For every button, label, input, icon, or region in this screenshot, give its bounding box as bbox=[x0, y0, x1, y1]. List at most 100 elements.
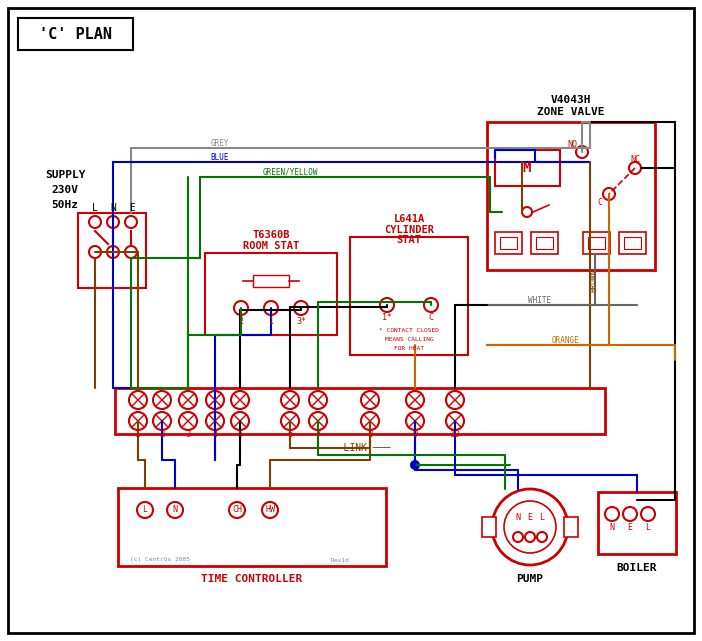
Text: BLUE: BLUE bbox=[211, 153, 230, 162]
Text: 2: 2 bbox=[239, 317, 244, 326]
Text: 1*: 1* bbox=[382, 313, 392, 322]
Text: N: N bbox=[173, 506, 178, 515]
Circle shape bbox=[406, 412, 424, 430]
Circle shape bbox=[525, 532, 535, 542]
Circle shape bbox=[411, 461, 419, 469]
Text: GREY: GREY bbox=[211, 138, 230, 147]
Text: WHITE: WHITE bbox=[529, 296, 552, 304]
Text: 8: 8 bbox=[367, 429, 373, 438]
Text: N: N bbox=[110, 203, 116, 213]
Circle shape bbox=[234, 301, 248, 315]
Circle shape bbox=[262, 502, 278, 518]
Circle shape bbox=[153, 412, 171, 430]
Circle shape bbox=[229, 502, 245, 518]
Text: 1: 1 bbox=[135, 429, 140, 438]
Circle shape bbox=[206, 412, 224, 430]
Bar bbox=[619, 232, 646, 254]
Text: L: L bbox=[540, 513, 545, 522]
Text: N: N bbox=[609, 524, 614, 533]
Text: MEANS CALLING: MEANS CALLING bbox=[385, 337, 433, 342]
Text: L: L bbox=[646, 524, 651, 533]
Circle shape bbox=[605, 507, 619, 521]
Circle shape bbox=[179, 391, 197, 409]
Bar bbox=[495, 150, 560, 186]
Circle shape bbox=[89, 216, 101, 228]
Circle shape bbox=[309, 391, 327, 409]
Text: CYLINDER: CYLINDER bbox=[384, 225, 434, 235]
Text: 'C' PLAN: 'C' PLAN bbox=[39, 26, 112, 42]
Circle shape bbox=[281, 412, 299, 430]
Text: 9: 9 bbox=[412, 429, 418, 438]
Circle shape bbox=[446, 391, 464, 409]
Bar bbox=[536, 237, 553, 249]
Text: 10: 10 bbox=[449, 429, 461, 438]
Text: 2: 2 bbox=[159, 429, 165, 438]
Circle shape bbox=[361, 412, 379, 430]
Bar bbox=[487, 122, 655, 270]
Bar bbox=[253, 275, 289, 287]
Circle shape bbox=[125, 246, 137, 258]
Text: 7: 7 bbox=[315, 429, 321, 438]
Circle shape bbox=[380, 298, 394, 312]
Text: 4: 4 bbox=[212, 429, 218, 438]
Bar bbox=[18, 18, 133, 50]
Circle shape bbox=[576, 146, 588, 158]
Bar bbox=[500, 237, 517, 249]
Bar bbox=[588, 237, 605, 249]
Text: T6360B: T6360B bbox=[252, 230, 290, 240]
Circle shape bbox=[153, 391, 171, 409]
Circle shape bbox=[129, 412, 147, 430]
Circle shape bbox=[629, 162, 641, 174]
Bar bbox=[531, 232, 558, 254]
Circle shape bbox=[309, 412, 327, 430]
Text: ─── LINK ───: ─── LINK ─── bbox=[319, 443, 390, 453]
Circle shape bbox=[231, 391, 249, 409]
Circle shape bbox=[129, 391, 147, 409]
Circle shape bbox=[179, 412, 197, 430]
Circle shape bbox=[231, 412, 249, 430]
Circle shape bbox=[623, 507, 637, 521]
Text: SUPPLY: SUPPLY bbox=[45, 170, 85, 180]
Text: Rev1d: Rev1d bbox=[331, 558, 350, 563]
Circle shape bbox=[603, 188, 615, 200]
Text: ROOM STAT: ROOM STAT bbox=[243, 241, 299, 251]
Circle shape bbox=[446, 412, 464, 430]
Text: L: L bbox=[143, 506, 147, 515]
Text: C: C bbox=[597, 197, 602, 206]
Bar bbox=[482, 517, 496, 537]
Text: C: C bbox=[428, 313, 434, 322]
Circle shape bbox=[89, 246, 101, 258]
Text: NC: NC bbox=[630, 154, 640, 163]
Text: BOILER: BOILER bbox=[617, 563, 657, 573]
Circle shape bbox=[424, 298, 438, 312]
Circle shape bbox=[522, 207, 532, 217]
Text: ORANGE: ORANGE bbox=[551, 335, 579, 344]
Circle shape bbox=[137, 502, 153, 518]
Circle shape bbox=[361, 391, 379, 409]
Circle shape bbox=[492, 489, 568, 565]
Circle shape bbox=[641, 507, 655, 521]
Circle shape bbox=[107, 246, 119, 258]
Circle shape bbox=[281, 391, 299, 409]
Text: HW: HW bbox=[265, 506, 275, 515]
Text: N: N bbox=[515, 513, 520, 522]
Circle shape bbox=[264, 301, 278, 315]
Text: 6: 6 bbox=[287, 429, 293, 438]
Text: M: M bbox=[523, 161, 531, 175]
Text: * CONTACT CLOSED: * CONTACT CLOSED bbox=[379, 328, 439, 333]
Bar bbox=[495, 232, 522, 254]
Circle shape bbox=[411, 461, 419, 469]
Bar bbox=[598, 492, 676, 554]
Circle shape bbox=[206, 391, 224, 409]
Bar bbox=[564, 517, 578, 537]
Text: L: L bbox=[92, 203, 98, 213]
Bar bbox=[115, 388, 605, 434]
Text: BROWN: BROWN bbox=[590, 269, 599, 292]
Circle shape bbox=[107, 216, 119, 228]
Circle shape bbox=[406, 391, 424, 409]
Circle shape bbox=[537, 532, 547, 542]
Text: E: E bbox=[527, 513, 533, 522]
Text: FOR HEAT: FOR HEAT bbox=[394, 345, 424, 351]
Text: CH: CH bbox=[232, 506, 242, 515]
Circle shape bbox=[167, 502, 183, 518]
